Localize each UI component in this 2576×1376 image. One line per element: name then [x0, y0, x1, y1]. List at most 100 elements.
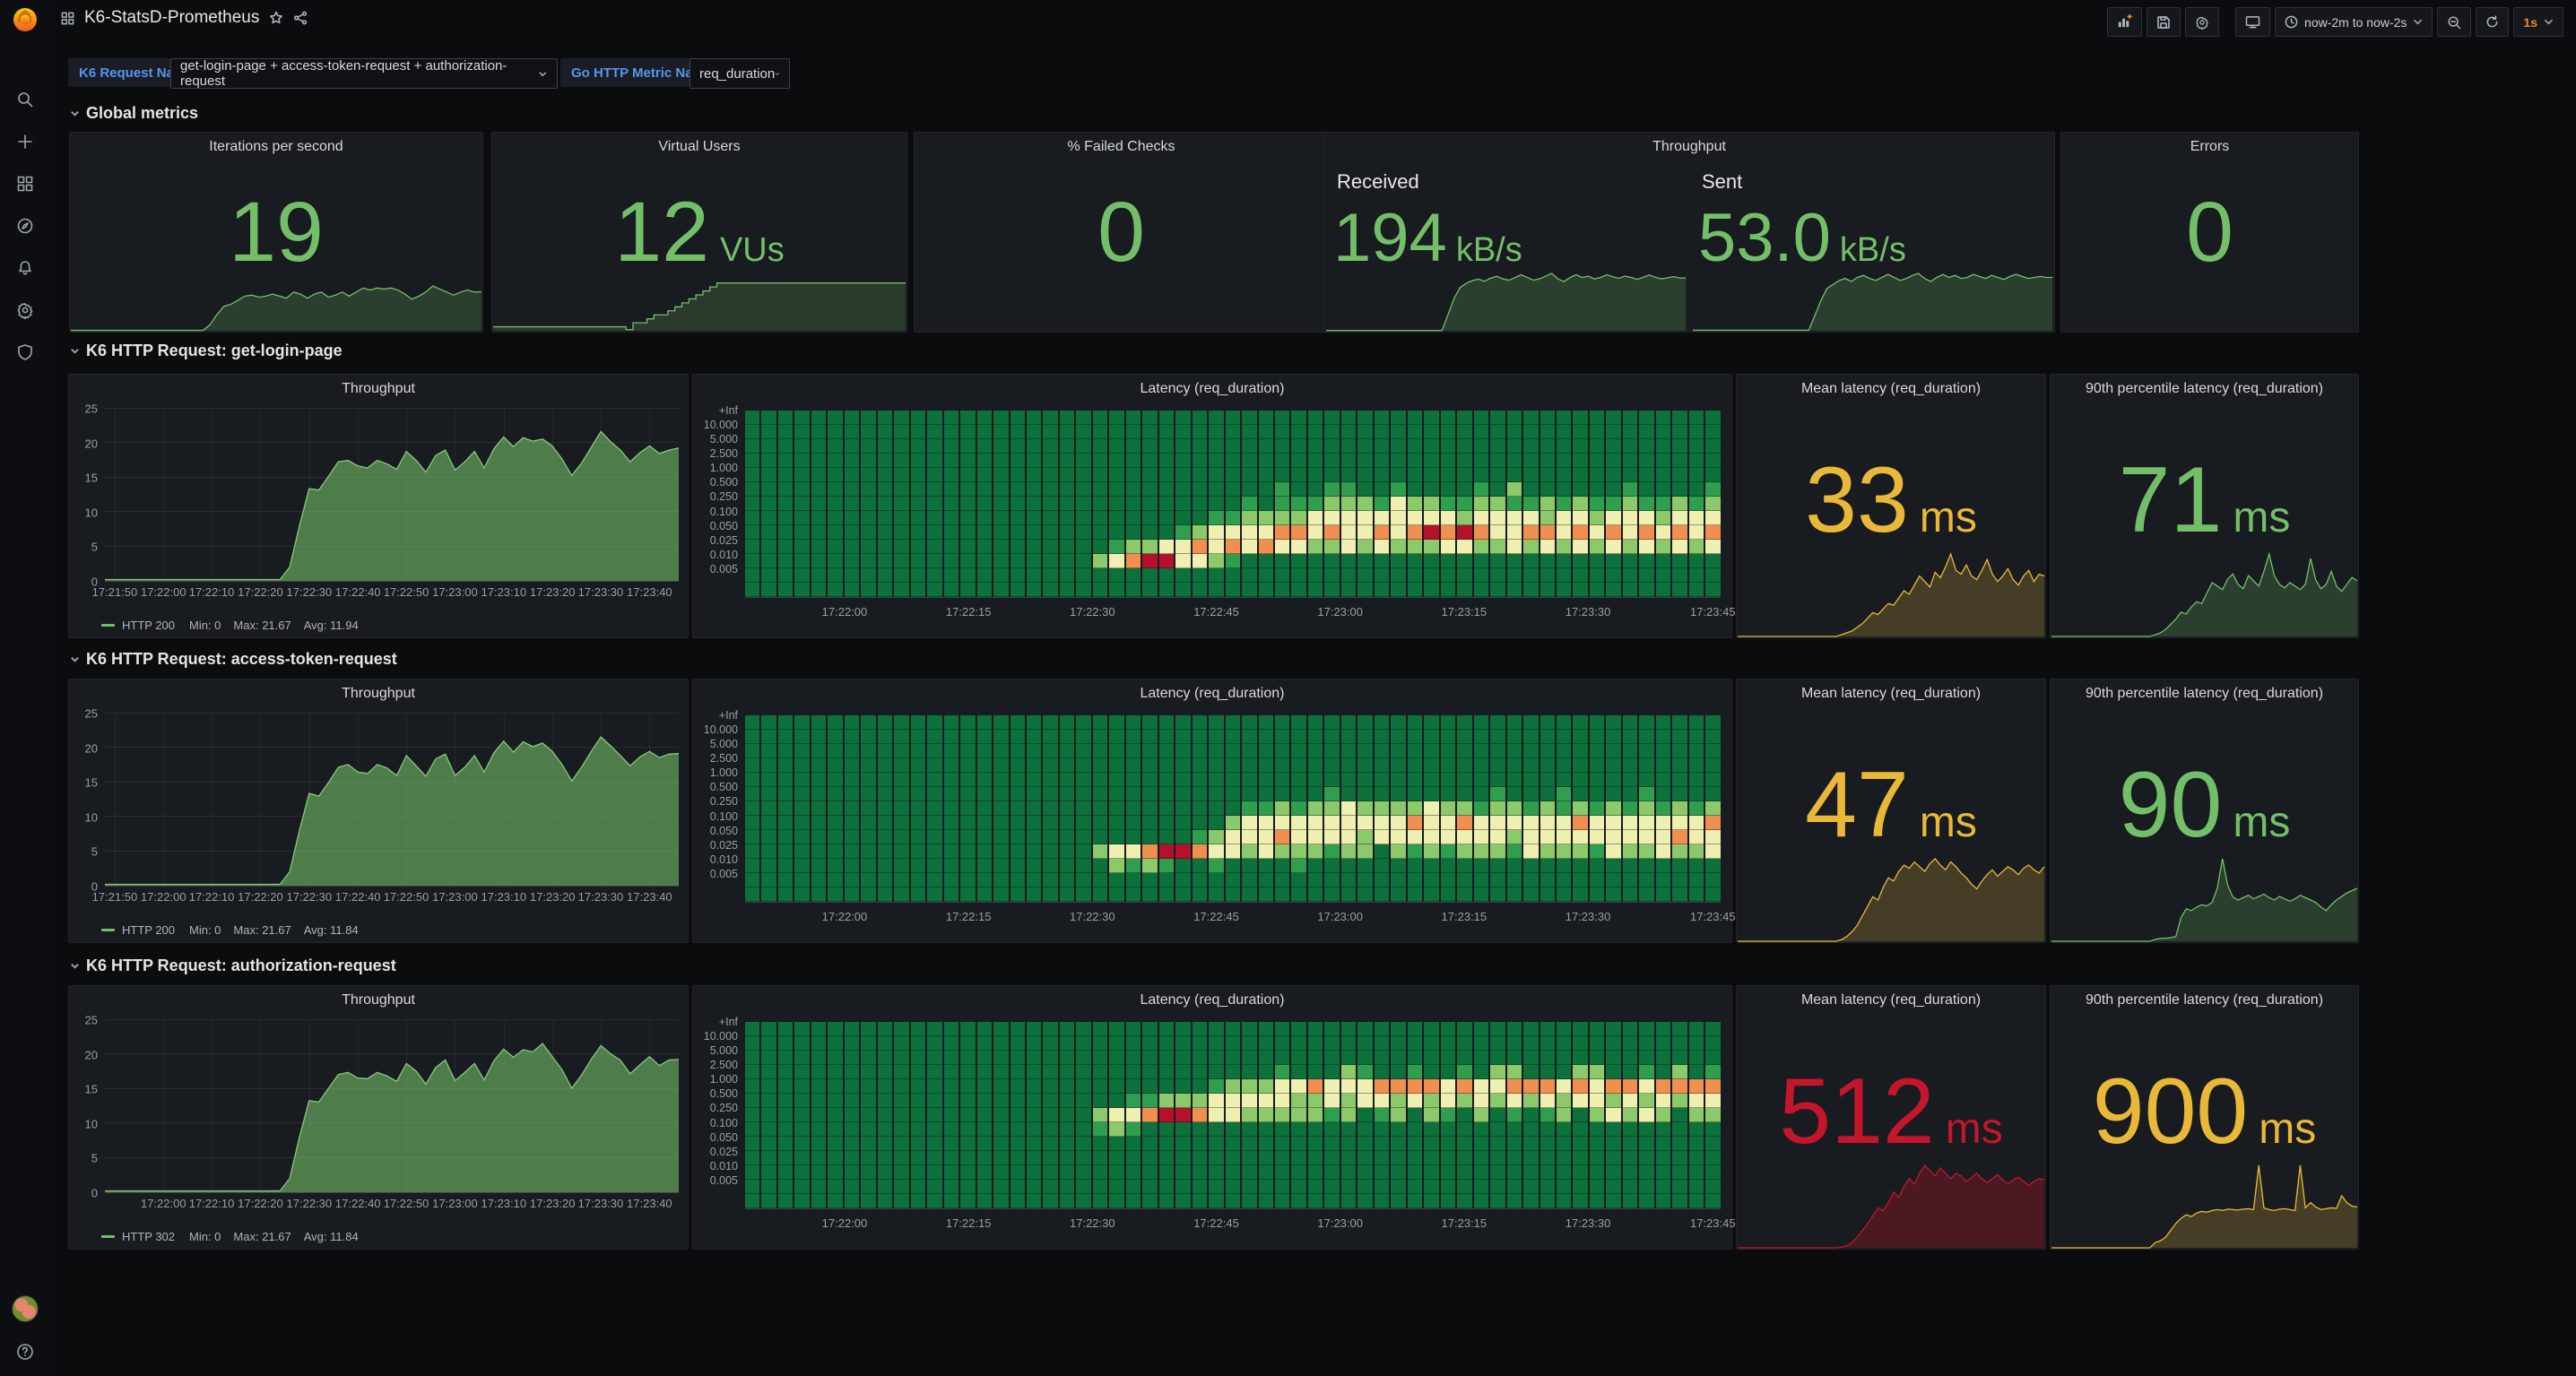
latency-heatmap[interactable]: +Inf 10.000 5.000 2.500 1.000 0.500 0.250 0.100… [698, 402, 1736, 634]
heatmap-cell [1324, 1108, 1340, 1122]
gridline-vertical [163, 1020, 165, 1192]
section-get-login-page[interactable]: K6 HTTP Request: get-login-page [70, 342, 343, 360]
heatmap-cell [1556, 844, 1572, 859]
panel-title[interactable]: 90th percentile latency (req_duration) [2085, 992, 2324, 1008]
configuration-gear-icon[interactable] [15, 300, 35, 320]
heatmap-cell [1192, 411, 1208, 425]
heatmap-cell [1291, 830, 1306, 844]
section-authorization-request[interactable]: K6 HTTP Request: authorization-request [70, 956, 396, 975]
save-dashboard-button[interactable] [2147, 7, 2181, 37]
heatmap-cell [910, 1180, 926, 1194]
heatmap-column [1059, 715, 1075, 902]
heatmap-cell [1324, 887, 1340, 902]
panel-title[interactable]: Virtual Users [658, 139, 741, 154]
panel-title[interactable]: Mean latency (req_duration) [1800, 992, 1982, 1008]
heatmap-cell [1622, 1122, 1638, 1137]
heatmap-cell [1639, 482, 1654, 497]
legend-series-label[interactable]: HTTP 200 [122, 923, 176, 937]
heatmap-cell [1391, 482, 1406, 497]
heatmap-column [1374, 715, 1390, 902]
x-tick-label: 17:22:50 [383, 585, 429, 599]
search-icon[interactable] [15, 90, 35, 109]
panel-title[interactable]: Mean latency (req_duration) [1800, 381, 1982, 396]
heatmap-cell [1192, 844, 1208, 859]
panel-title[interactable]: % Failed Checks [1067, 139, 1175, 154]
throughput-chart[interactable]: 0 5 10 15 20 25 17:22:00 17:22:10 17:22:20 17:22:… [74, 1013, 682, 1245]
heatmap-cell [1424, 1094, 1439, 1108]
heatmap-cell [811, 1122, 827, 1137]
heatmap-cell [1589, 1094, 1605, 1108]
throughput-chart[interactable]: 0 5 10 15 20 25 17:21:50 17:22:00 17:22:10 17:22:… [74, 706, 682, 939]
heatmap-cell [1291, 873, 1306, 887]
server-admin-shield-icon[interactable] [15, 342, 35, 362]
add-panel-button[interactable] [2107, 7, 2143, 37]
panel-title[interactable]: 90th percentile latency (req_duration) [2085, 686, 2324, 701]
heatmap-cell [1076, 1094, 1091, 1108]
legend-series-label[interactable]: HTTP 302 [122, 1230, 176, 1243]
plot-area[interactable] [105, 1019, 679, 1193]
heatmap-cell [894, 1065, 909, 1079]
time-range-picker[interactable]: now-2m to now-2s [2275, 7, 2433, 37]
heatmap-column [861, 1022, 876, 1208]
heatmap-cell [745, 801, 760, 816]
variable-dropdown-k6-request-name[interactable]: get-login-page + access-token-request + … [170, 58, 558, 89]
share-icon[interactable] [293, 11, 308, 25]
latency-heatmap[interactable]: +Inf 10.000 5.000 2.500 1.000 0.500 0.250 0.100… [698, 1013, 1736, 1245]
section-access-token-request[interactable]: K6 HTTP Request: access-token-request [70, 650, 397, 669]
throughput-chart[interactable]: 0 5 10 15 20 25 17:21:50 17:22:00 17:22:10 17:22:… [74, 402, 682, 634]
add-icon[interactable] [15, 132, 35, 151]
explore-compass-icon[interactable] [15, 216, 35, 236]
section-global-metrics[interactable]: Global metrics [70, 104, 198, 123]
zoom-out-time-button[interactable] [2437, 7, 2472, 37]
heatmap-plot[interactable] [745, 411, 1721, 598]
panel-title[interactable]: Mean latency (req_duration) [1800, 686, 1982, 701]
refresh-interval-picker[interactable]: 1s [2513, 7, 2563, 37]
grafana-logo-icon[interactable] [11, 5, 39, 34]
heatmap-cell [1506, 1079, 1522, 1094]
panel-title[interactable]: Throughput [342, 992, 415, 1008]
heatmap-plot[interactable] [745, 1022, 1721, 1209]
heatmap-column [1258, 1022, 1273, 1208]
panel-title[interactable]: 90th percentile latency (req_duration) [2085, 381, 2324, 396]
heatmap-cell [1026, 744, 1042, 758]
panel-title[interactable]: Iterations per second [209, 139, 343, 154]
legend-series-label[interactable]: HTTP 200 [122, 619, 176, 632]
x-tick-label: 17:22:40 [334, 890, 381, 904]
heatmap-cell [1043, 1051, 1058, 1065]
refresh-button[interactable] [2476, 7, 2510, 37]
user-avatar[interactable] [12, 1295, 39, 1322]
heatmap-cell [1242, 511, 1257, 525]
heatmap-cell [1407, 773, 1423, 787]
star-icon[interactable] [269, 11, 283, 25]
variable-dropdown-go-http-metric[interactable]: req_duration [690, 58, 790, 89]
y-tick-label: 25 [84, 706, 98, 721]
dashboard-settings-button[interactable] [2185, 7, 2220, 37]
panel-title[interactable]: Throughput [342, 381, 415, 396]
panel-title[interactable]: Latency (req_duration) [1140, 381, 1285, 396]
alerting-bell-icon[interactable] [15, 258, 35, 278]
heatmap-column [1076, 715, 1091, 902]
panel-title[interactable]: Throughput [1652, 139, 1726, 154]
panel-title[interactable]: Throughput [342, 686, 415, 701]
cycle-view-mode-button[interactable] [2235, 7, 2271, 37]
heatmap-cell [1340, 583, 1357, 597]
heatmap-plot[interactable] [745, 715, 1721, 903]
heatmap-cell [927, 1165, 942, 1180]
heatmap-column [1391, 715, 1406, 902]
heatmap-cell [1340, 715, 1357, 730]
heatmap-cell [1109, 411, 1124, 425]
panel-title[interactable]: Latency (req_duration) [1140, 992, 1285, 1008]
panel-title[interactable]: Latency (req_duration) [1140, 686, 1285, 701]
heatmap-column [910, 715, 926, 902]
legend-avg: Avg: 11.94 [303, 619, 359, 632]
heatmap-cell [943, 873, 959, 887]
heatmap-cell [1688, 887, 1704, 902]
help-icon[interactable] [15, 1342, 35, 1362]
heatmap-cell [1125, 454, 1141, 468]
heatmap-cell [1457, 1108, 1472, 1122]
plot-area[interactable] [105, 408, 679, 582]
latency-heatmap[interactable]: +Inf 10.000 5.000 2.500 1.000 0.500 0.250 0.100… [698, 706, 1736, 939]
panel-title[interactable]: Errors [2190, 139, 2230, 154]
dashboards-icon[interactable] [15, 174, 35, 194]
plot-area[interactable] [105, 713, 679, 887]
